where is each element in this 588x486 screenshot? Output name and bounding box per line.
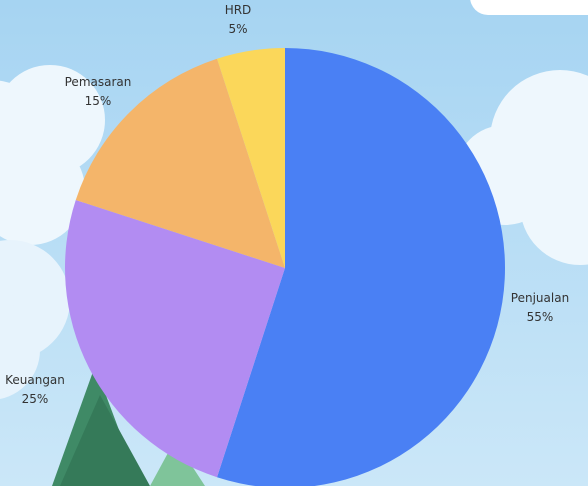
pie-slice-penjualan — [217, 48, 505, 486]
pie-slice-keuangan — [65, 200, 286, 478]
slice-value-penjualan: 55% — [527, 310, 554, 324]
pie-chart — [65, 48, 505, 486]
slice-label-pemasaran: Pemasaran — [65, 75, 132, 89]
slice-label-keuangan: Keuangan — [5, 373, 65, 387]
slice-value-keuangan: 25% — [22, 392, 49, 406]
pie-slice-hrd — [217, 48, 285, 268]
slice-value-hrd: 5% — [228, 22, 247, 36]
pie-labels: Penjualan 55% Keuangan 25% Pemasaran 15% HRD 5% — [5, 3, 569, 406]
cloud-left — [0, 65, 105, 245]
slice-label-hrd: HRD — [225, 3, 252, 17]
slice-label-penjualan: Penjualan — [511, 291, 569, 305]
cloud-lower-left — [0, 240, 70, 399]
white-panel-corner — [470, 0, 588, 15]
pie-slice-pemasaran — [75, 58, 286, 268]
cloud-right — [455, 70, 588, 265]
tree — [52, 366, 205, 486]
slice-value-pemasaran: 15% — [85, 94, 112, 108]
